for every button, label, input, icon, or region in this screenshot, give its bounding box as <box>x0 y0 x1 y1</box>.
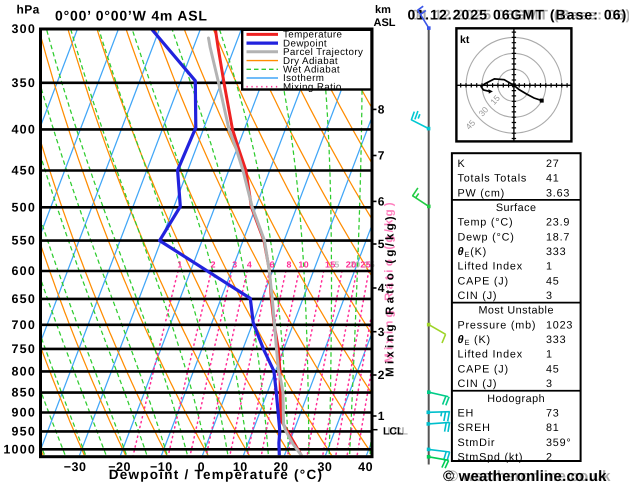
svg-text:StmSpd (kt): StmSpd (kt) <box>458 452 524 464</box>
svg-text:333: 333 <box>546 246 566 258</box>
svg-text:Most Unstable: Most Unstable <box>478 305 554 317</box>
svg-text:18.7: 18.7 <box>546 231 570 243</box>
svg-text:01.12.2025 06GMT (Base: 06): 01.12.2025 06GMT (Base: 06) <box>408 7 628 23</box>
svg-text:kt: kt <box>460 34 470 46</box>
svg-text:Lifted Index: Lifted Index <box>458 349 523 361</box>
svg-text:7: 7 <box>378 149 385 163</box>
svg-text:400: 400 <box>12 122 36 136</box>
svg-text:6: 6 <box>270 260 275 270</box>
svg-text:4: 4 <box>247 260 252 270</box>
svg-text:1: 1 <box>177 260 182 270</box>
svg-text:PW (cm): PW (cm) <box>458 187 506 199</box>
svg-text:Mixing Ratio: Mixing Ratio <box>283 82 342 93</box>
svg-text:800: 800 <box>12 364 36 378</box>
svg-text:Mixing Ratio (g/kg): Mixing Ratio (g/kg) <box>385 213 397 377</box>
svg-text:km: km <box>375 4 391 16</box>
svg-text:45: 45 <box>546 363 560 375</box>
svg-text:900: 900 <box>12 406 36 420</box>
svg-text:1023: 1023 <box>546 319 573 331</box>
svg-text:20: 20 <box>346 260 357 270</box>
svg-text:73: 73 <box>546 408 560 420</box>
svg-text:15: 15 <box>325 260 336 270</box>
svg-text:StmDir: StmDir <box>458 437 496 449</box>
svg-text:650: 650 <box>12 292 36 306</box>
svg-text:Dewp (°C): Dewp (°C) <box>458 231 515 243</box>
svg-text:10: 10 <box>298 260 309 270</box>
svg-text:350: 350 <box>12 76 36 90</box>
svg-text:EH: EH <box>458 408 475 420</box>
svg-text:300: 300 <box>12 22 36 36</box>
svg-text:950: 950 <box>12 424 36 438</box>
svg-text:23.9: 23.9 <box>546 217 570 229</box>
svg-text:3: 3 <box>546 290 553 302</box>
svg-text:−30: −30 <box>64 460 87 474</box>
svg-text:450: 450 <box>12 164 36 178</box>
svg-text:3: 3 <box>546 378 553 390</box>
svg-text:2: 2 <box>546 452 553 464</box>
svg-text:K: K <box>458 158 466 170</box>
svg-text:8: 8 <box>378 103 385 117</box>
svg-text:1: 1 <box>546 261 553 273</box>
svg-text:Pressure (mb): Pressure (mb) <box>458 319 537 331</box>
svg-text:850: 850 <box>12 386 36 400</box>
svg-text:359°: 359° <box>546 437 572 449</box>
svg-text:500: 500 <box>12 200 36 214</box>
svg-text:8: 8 <box>286 260 291 270</box>
svg-text:Totals Totals: Totals Totals <box>458 173 528 185</box>
svg-text:θE (K): θE (K) <box>458 334 491 347</box>
svg-text:hPa: hPa <box>17 3 40 17</box>
svg-text:Hodograph: Hodograph <box>487 393 545 405</box>
svg-text:81: 81 <box>546 422 560 434</box>
svg-text:© weatheronline.co.uk: © weatheronline.co.uk <box>443 468 607 485</box>
svg-text:Dewpoint / Temperature (°C): Dewpoint / Temperature (°C) <box>109 467 323 482</box>
svg-text:CAPE (J): CAPE (J) <box>458 363 509 375</box>
svg-text:1: 1 <box>546 349 553 361</box>
svg-text:1: 1 <box>378 409 385 423</box>
svg-text:700: 700 <box>12 318 36 332</box>
svg-text:3: 3 <box>232 260 237 270</box>
svg-text:333: 333 <box>546 334 566 346</box>
svg-text:2: 2 <box>211 260 216 270</box>
svg-text:41: 41 <box>546 173 560 185</box>
svg-text:750: 750 <box>12 342 36 356</box>
svg-text:SREH: SREH <box>458 422 491 434</box>
svg-text:40: 40 <box>358 460 373 474</box>
svg-text:LCL: LCL <box>383 425 404 437</box>
svg-text:CAPE (J): CAPE (J) <box>458 275 509 287</box>
svg-text:CIN (J): CIN (J) <box>458 290 498 302</box>
svg-text:550: 550 <box>12 234 36 248</box>
svg-text:0°00’ 0°00’W 4m ASL: 0°00’ 0°00’W 4m ASL <box>55 8 208 24</box>
svg-text:25: 25 <box>360 260 371 270</box>
svg-text:ASL: ASL <box>374 17 396 29</box>
svg-text:45: 45 <box>546 275 560 287</box>
svg-text:1000: 1000 <box>3 442 36 456</box>
svg-text:600: 600 <box>12 264 36 278</box>
svg-text:Surface: Surface <box>496 202 537 214</box>
svg-text:3.63: 3.63 <box>546 187 570 199</box>
svg-text:Lifted Index: Lifted Index <box>458 261 523 273</box>
svg-text:CIN (J): CIN (J) <box>458 378 498 390</box>
svg-text:Temp (°C): Temp (°C) <box>458 217 514 229</box>
svg-text:θE(K): θE(K) <box>458 246 488 259</box>
svg-text:27: 27 <box>546 158 560 170</box>
